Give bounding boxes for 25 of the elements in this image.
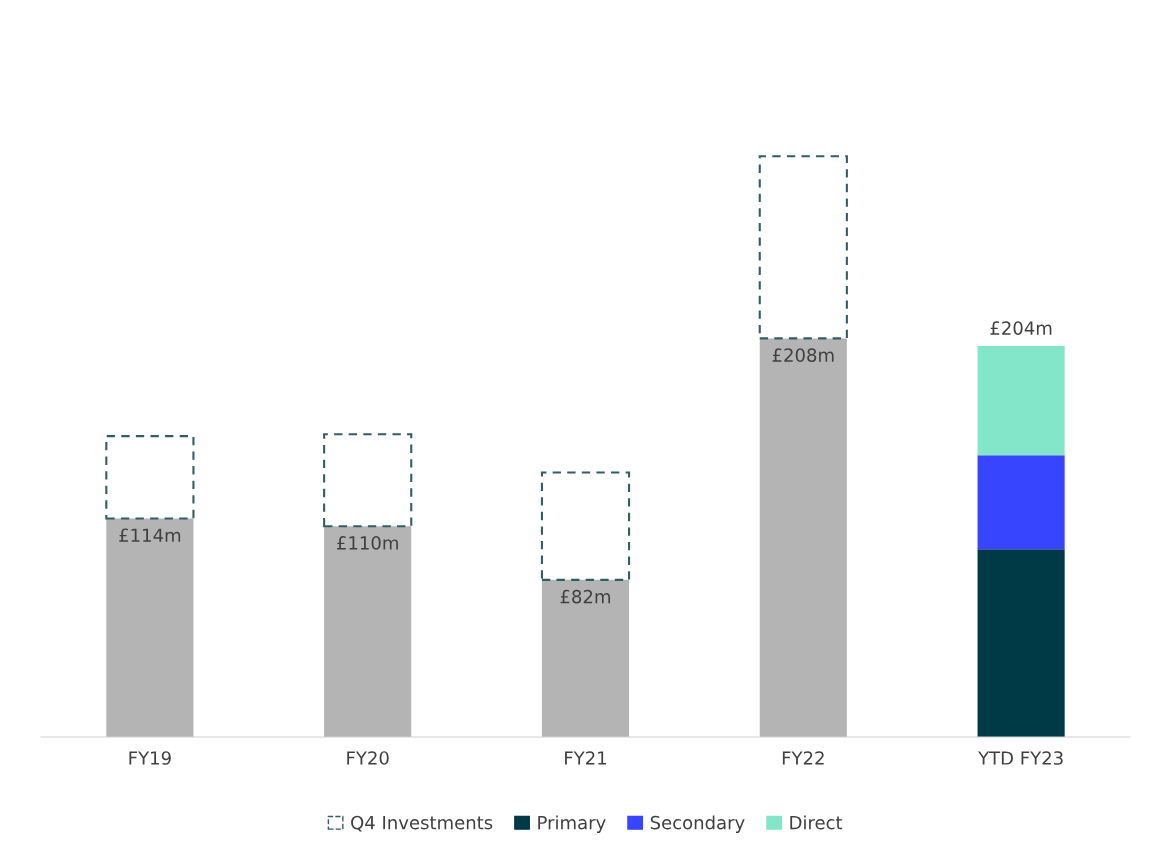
total-label: £204m <box>990 321 1052 335</box>
data-label: £114m <box>119 528 181 542</box>
x-tick-label: FY19 <box>129 751 171 765</box>
legend-label: Q4 Investments <box>351 815 493 832</box>
x-tick-label: YTD FY23 <box>978 751 1063 765</box>
data-label: £82m <box>560 589 610 604</box>
bar <box>106 518 194 737</box>
bar <box>540 471 631 581</box>
bar <box>758 155 848 340</box>
x-tick-label: FY21 <box>565 751 607 765</box>
bar <box>323 433 413 528</box>
bar <box>324 526 412 737</box>
x-tick-label: FY22 <box>782 751 824 765</box>
bar <box>977 346 1065 456</box>
data-label: £208m <box>772 348 834 362</box>
legend-label: Direct <box>790 815 843 830</box>
bar <box>541 579 630 737</box>
data-label: £110m <box>337 536 398 550</box>
legend-label: Primary <box>538 815 606 833</box>
x-tick-label: FY20 <box>347 751 389 765</box>
bar <box>105 435 195 520</box>
bar <box>759 338 847 737</box>
legend-label: Secondary <box>650 815 745 833</box>
bar <box>977 549 1065 737</box>
bar <box>977 455 1065 550</box>
